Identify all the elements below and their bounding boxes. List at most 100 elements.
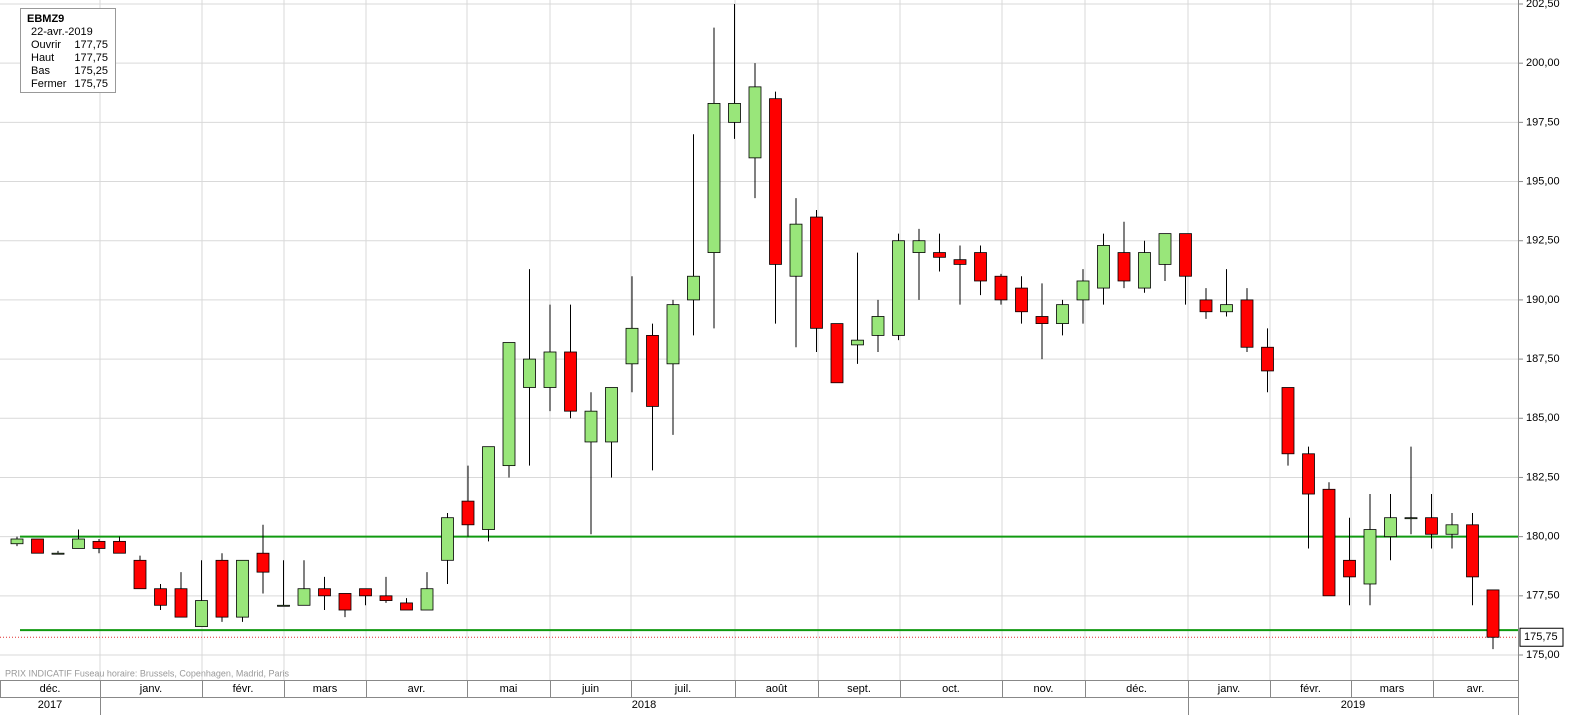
month-label: févr. xyxy=(1300,683,1321,695)
info-label: Ouvrir xyxy=(31,39,61,51)
candle-body xyxy=(830,323,844,384)
candle-body xyxy=(1281,387,1295,455)
y-tick-label: 195,00 xyxy=(1526,175,1560,187)
candle-body xyxy=(1445,524,1459,535)
candle-body xyxy=(1343,559,1356,578)
candle-body xyxy=(666,304,680,365)
candle-body xyxy=(728,103,741,123)
month-label: déc. xyxy=(40,683,61,695)
year-label: 2019 xyxy=(1341,699,1365,711)
info-symbol: EBMZ9 xyxy=(27,13,64,25)
candle-body xyxy=(1363,529,1377,585)
candle-body xyxy=(277,604,290,607)
candle-body xyxy=(1015,287,1028,313)
candle-body xyxy=(92,540,106,549)
candle-body xyxy=(359,588,372,597)
info-label: Fermer xyxy=(31,78,67,90)
candle-body xyxy=(461,500,475,526)
y-tick-label: 175,00 xyxy=(1526,649,1560,661)
month-label: oct. xyxy=(942,683,960,695)
candle-body xyxy=(1138,252,1151,289)
month-label: janv. xyxy=(139,683,162,695)
candle-body xyxy=(1199,299,1213,313)
candle-body xyxy=(195,600,208,627)
candle-body xyxy=(1466,524,1479,578)
candle-body xyxy=(1302,453,1315,495)
month-label: juil. xyxy=(674,683,692,695)
last-price-label: 175,75 xyxy=(1524,631,1558,643)
y-tick-label: 182,50 xyxy=(1526,471,1560,483)
candle-body xyxy=(379,595,393,601)
candle-body xyxy=(871,316,885,336)
candle-body xyxy=(338,593,352,611)
candle-body xyxy=(1261,346,1274,372)
candle-body xyxy=(625,327,639,365)
candle-body xyxy=(1035,316,1049,324)
info-value: 175,25 xyxy=(74,65,108,77)
candle-body xyxy=(482,446,495,530)
candle-body xyxy=(113,540,126,554)
month-label: sept. xyxy=(847,683,871,695)
month-label: févr. xyxy=(233,683,254,695)
candle-body xyxy=(851,339,864,346)
candle-body xyxy=(1384,517,1397,538)
info-date: 22-avr.-2019 xyxy=(31,26,93,38)
candle-body xyxy=(174,588,188,618)
month-label: mars xyxy=(1380,683,1405,695)
candle-body xyxy=(297,588,311,606)
y-tick-label: 192,50 xyxy=(1526,235,1560,247)
candle-body xyxy=(810,216,823,329)
candle-body xyxy=(1404,517,1418,520)
candle-body xyxy=(707,103,721,253)
month-label: nov. xyxy=(1034,683,1054,695)
candle-body xyxy=(502,342,516,467)
candle-body xyxy=(154,588,167,606)
y-tick-label: 187,50 xyxy=(1526,353,1560,365)
candle-body xyxy=(72,538,85,549)
marks xyxy=(0,4,1518,650)
month-label: mai xyxy=(500,683,518,695)
candle-body xyxy=(584,410,598,443)
info-label: Haut xyxy=(31,52,54,64)
candle-body xyxy=(420,588,434,611)
candle-body xyxy=(133,559,147,590)
year-label: 2017 xyxy=(38,699,62,711)
info-value: 175,75 xyxy=(74,78,108,90)
y-tick-label: 180,00 xyxy=(1526,531,1560,543)
candle-body xyxy=(1220,304,1233,313)
y-tick-label: 177,50 xyxy=(1526,590,1560,602)
candle-body xyxy=(1240,299,1254,348)
last-price-tag xyxy=(1519,627,1564,647)
candle-body xyxy=(215,559,229,618)
candle-body xyxy=(564,351,577,412)
candle-body xyxy=(687,275,700,301)
y-tick-label: 202,50 xyxy=(1526,0,1560,10)
info-value: 177,75 xyxy=(74,39,108,51)
candle-body xyxy=(912,240,926,253)
candle-body xyxy=(769,98,782,265)
candle-body xyxy=(1179,233,1192,277)
candle-body xyxy=(236,559,249,618)
candle-body xyxy=(256,552,270,573)
month-label: mars xyxy=(313,683,338,695)
info-box-frame xyxy=(20,8,116,93)
y-tick-label: 190,00 xyxy=(1526,294,1560,306)
candle-body xyxy=(1097,245,1110,289)
candle-body xyxy=(1425,517,1438,535)
footer: PRIX INDICATIF Fuseau horaire: Brussels,… xyxy=(5,668,289,678)
candle-body xyxy=(1486,589,1500,638)
year-label: 2018 xyxy=(632,699,656,711)
candle-body xyxy=(543,351,557,388)
candle-body xyxy=(1117,252,1131,282)
y-tick-label: 185,00 xyxy=(1526,412,1560,424)
candle-body xyxy=(974,252,987,282)
month-label: août xyxy=(766,683,787,695)
candle-body xyxy=(646,335,659,407)
y-tick-label: 200,00 xyxy=(1526,57,1560,69)
month-label: avr. xyxy=(1467,683,1485,695)
candle-body xyxy=(318,588,331,597)
candle-body xyxy=(953,259,967,265)
candle-body xyxy=(10,538,24,545)
candle-body xyxy=(51,552,65,555)
